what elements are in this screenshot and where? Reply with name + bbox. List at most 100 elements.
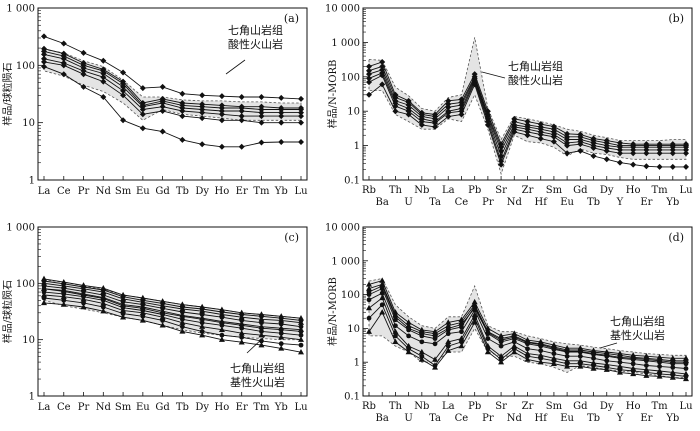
data-point [432, 123, 439, 130]
data-point [159, 107, 166, 114]
y-axis-label: 样品/球粒陨石 [1, 280, 14, 343]
data-point [459, 329, 464, 335]
x-tick-label: Tm [253, 186, 270, 197]
data-point [630, 150, 637, 157]
panel-letter: (a) [284, 12, 299, 25]
data-point [643, 357, 649, 362]
data-point [258, 113, 265, 120]
data-point [472, 305, 478, 311]
y-tick-label: 1 [354, 141, 360, 152]
data-point [405, 319, 412, 325]
x-tick-label: Ce [57, 402, 71, 413]
data-point [298, 342, 304, 348]
data-point [298, 336, 304, 342]
y-tick-label: 10 000 [325, 223, 360, 234]
plot-frame [37, 7, 308, 181]
x-tick-label: Nd [507, 197, 523, 208]
data-point [179, 319, 186, 325]
data-point [511, 128, 518, 135]
series-line-3 [43, 50, 301, 110]
x-tick-label: Tb [587, 197, 600, 208]
data-point [120, 80, 127, 87]
data-point [139, 111, 146, 118]
data-point [498, 353, 505, 359]
x-tick-label: Th [389, 185, 403, 196]
data-point [238, 107, 245, 114]
data-point [60, 62, 67, 69]
data-point [258, 119, 265, 126]
data-point [120, 307, 127, 313]
data-point [179, 90, 186, 97]
data-point [485, 336, 491, 341]
data-point [120, 295, 127, 302]
y-tick-label: 100 [16, 279, 35, 290]
data-point [120, 87, 127, 94]
data-point [432, 356, 439, 362]
data-point [60, 40, 67, 47]
data-point [278, 94, 285, 101]
data-point [218, 117, 225, 124]
data-point [670, 365, 676, 370]
data-point [511, 339, 517, 345]
data-point [577, 348, 583, 354]
data-point [41, 33, 47, 40]
x-tick-label: Pr [482, 413, 494, 424]
series-line-4 [43, 53, 301, 114]
data-point [538, 348, 544, 354]
x-tick-label: Nd [96, 186, 112, 197]
data-point [298, 329, 304, 334]
data-point [590, 152, 597, 159]
data-point [419, 353, 425, 359]
data-point [60, 71, 67, 78]
data-point [41, 51, 47, 58]
data-point [100, 296, 106, 301]
data-point [616, 369, 623, 375]
data-point [484, 348, 491, 355]
data-point [60, 55, 67, 62]
x-tick-label: Lu [294, 186, 308, 197]
x-tick-label: Tm [652, 185, 669, 196]
data-point [179, 324, 185, 330]
x-tick-label: Pr [78, 402, 90, 413]
panel-letter: (b) [668, 12, 684, 25]
data-point [432, 333, 438, 339]
data-point [564, 357, 571, 364]
x-tick-label: Eu [560, 413, 574, 424]
data-point [366, 71, 372, 78]
annotation-leader [599, 342, 618, 349]
data-point [590, 145, 597, 152]
data-point [100, 300, 107, 306]
data-point [683, 359, 689, 365]
data-point [643, 372, 650, 378]
series-line-6 [43, 61, 301, 124]
data-point [445, 331, 451, 337]
data-point [564, 348, 570, 354]
data-point [218, 93, 225, 100]
data-point [199, 92, 206, 99]
data-point [550, 138, 557, 145]
data-point [61, 288, 67, 294]
data-point [259, 338, 264, 344]
data-point [278, 341, 284, 347]
data-point [80, 67, 87, 74]
data-point [577, 141, 584, 148]
data-point [179, 328, 186, 334]
data-point [379, 277, 386, 283]
x-tick-label: U [404, 197, 412, 208]
data-point [160, 317, 166, 323]
data-point [238, 339, 245, 345]
series-line-8 [43, 297, 302, 346]
x-tick-label: Lu [294, 402, 308, 413]
data-point [278, 321, 284, 327]
data-point [471, 319, 478, 325]
data-point [656, 150, 663, 157]
x-tick-label: Th [389, 401, 403, 412]
data-point [379, 58, 386, 65]
plot-frame [37, 226, 308, 397]
series-line-5 [43, 58, 301, 117]
data-point [669, 150, 676, 157]
panel-letter: (d) [668, 231, 684, 244]
series-line-2 [43, 280, 302, 321]
x-tick-label: Zr [522, 401, 534, 412]
x-tick-label: La [38, 186, 51, 197]
